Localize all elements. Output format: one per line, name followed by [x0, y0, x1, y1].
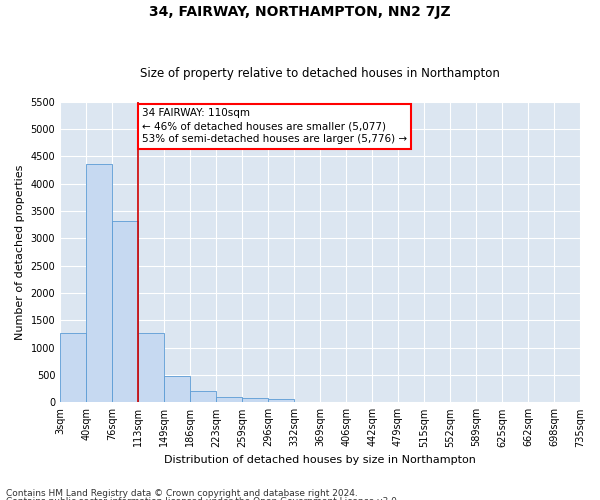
Bar — [60, 333, 86, 402]
Bar — [138, 333, 164, 402]
X-axis label: Distribution of detached houses by size in Northampton: Distribution of detached houses by size … — [164, 455, 476, 465]
Bar — [190, 390, 216, 402]
Bar — [242, 398, 268, 402]
Bar — [216, 398, 242, 402]
Bar — [86, 164, 112, 402]
Y-axis label: Number of detached properties: Number of detached properties — [15, 164, 25, 340]
Bar — [268, 399, 294, 402]
Text: Contains HM Land Registry data © Crown copyright and database right 2024.: Contains HM Land Registry data © Crown c… — [6, 488, 358, 498]
Text: 34 FAIRWAY: 110sqm
← 46% of detached houses are smaller (5,077)
53% of semi-deta: 34 FAIRWAY: 110sqm ← 46% of detached hou… — [142, 108, 407, 144]
Title: Size of property relative to detached houses in Northampton: Size of property relative to detached ho… — [140, 66, 500, 80]
Text: Contains public sector information licensed under the Open Government Licence v3: Contains public sector information licen… — [6, 497, 400, 500]
Bar — [112, 222, 138, 402]
Text: 34, FAIRWAY, NORTHAMPTON, NN2 7JZ: 34, FAIRWAY, NORTHAMPTON, NN2 7JZ — [149, 5, 451, 19]
Bar — [164, 376, 190, 402]
